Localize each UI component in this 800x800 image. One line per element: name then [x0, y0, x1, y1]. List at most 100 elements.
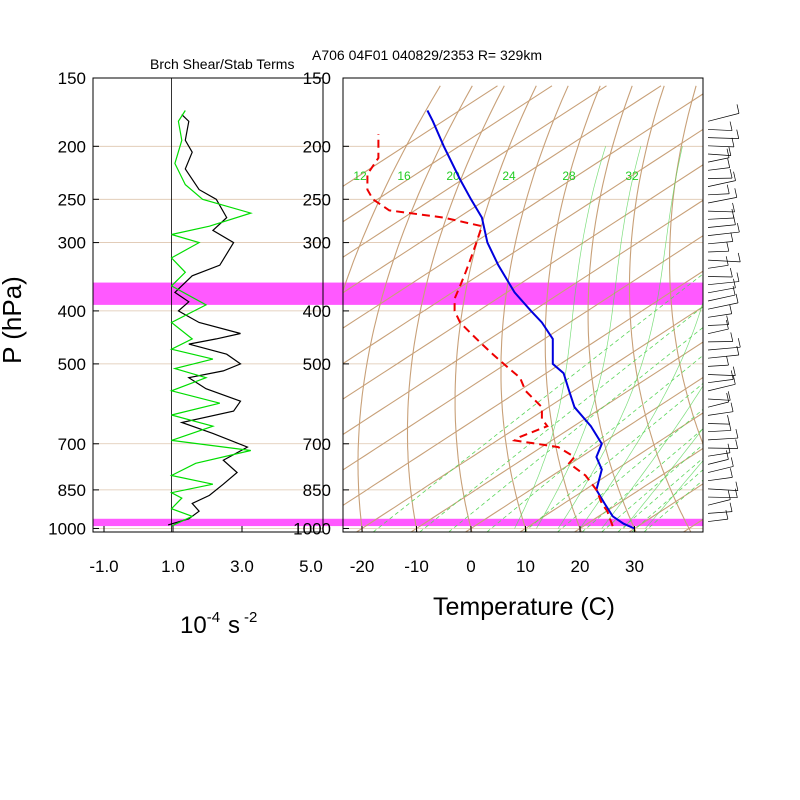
mixing-ratio-label: 28 [562, 169, 576, 183]
left-y-tick-label: 500 [58, 355, 86, 374]
left-panel-grid [93, 77, 323, 532]
wind-barb-flag [737, 338, 741, 348]
mixing-ratio-label: 32 [625, 169, 639, 183]
wind-barb-shaft [707, 379, 734, 384]
wind-barb-flag [726, 450, 729, 460]
wind-barb-flag [729, 304, 733, 314]
wind-barb-shaft [707, 294, 736, 302]
left-xlabel-base: 10 [180, 612, 207, 639]
moist-adiabat-line [601, 385, 703, 529]
wind-barb-shaft [707, 496, 738, 499]
wind-barb-flag [728, 146, 732, 156]
wind-barb-flag [730, 267, 733, 278]
wind-barb-shaft [707, 477, 733, 482]
left-series-black [167, 114, 249, 526]
mixing-ratio-line [372, 273, 703, 532]
moist-adiabat-line [557, 146, 683, 529]
wind-barb-flag [733, 278, 736, 288]
wind-barb-flag [726, 242, 730, 252]
left-x-tick-label: 5.0 [299, 557, 323, 576]
skewt-x-tick-label: -10 [404, 557, 429, 576]
left-x-tick-label: 3.0 [230, 557, 254, 576]
left-y-tick-label: 1000 [48, 519, 86, 538]
wind-barb-flag [737, 252, 741, 262]
wind-barb-shaft [707, 499, 731, 506]
left-y-tick-label: 200 [58, 137, 86, 156]
wind-barb-shaft [707, 259, 741, 263]
wind-barb-shaft [707, 231, 740, 236]
mixing-ratio-line [643, 479, 703, 532]
wind-barb-shaft [707, 276, 733, 278]
wind-barb-flag [726, 319, 729, 330]
wind-barb-shaft [707, 354, 739, 359]
isotherm-line [465, 376, 703, 532]
wind-barb-flag [735, 439, 739, 449]
left-series-green [169, 110, 253, 527]
mixing-ratio-line [581, 428, 703, 532]
wind-barb-flag [733, 215, 736, 225]
skewt-x-tick-label: 20 [571, 557, 590, 576]
isotherm-line [343, 235, 703, 471]
left-xlabel-exp1: -4 [207, 609, 220, 626]
wind-barb-flag [731, 137, 735, 147]
skewt-frame [342, 77, 704, 533]
moist-adiabat-line [514, 146, 606, 529]
wind-barb-flag [728, 421, 732, 431]
isotherm-line [343, 270, 703, 507]
wind-barb-flag [730, 402, 734, 412]
skewt-y-tick-label: 1000 [293, 519, 331, 538]
wind-barb-shaft [707, 217, 734, 220]
left-y-tick-label: 150 [58, 69, 86, 88]
mixing-ratio-line [601, 444, 703, 532]
skewt-title: A706 04F01 040829/2353 R= 329km [312, 47, 542, 63]
wind-barb-shaft [707, 145, 734, 148]
wind-barb-flag [735, 481, 739, 491]
left-x-axis-label: 10-4 s -2 [180, 609, 257, 639]
dry-adiabat-line [669, 85, 703, 446]
wind-barb-shaft [707, 224, 736, 228]
skewt-x-tick-label: 0 [466, 557, 475, 576]
wind-barb-shaft [707, 466, 734, 473]
wind-barb-flag [732, 366, 736, 376]
dry-adiabat-line [587, 85, 637, 532]
wind-barb-shaft [707, 264, 729, 269]
isotherm-line [738, 86, 800, 532]
frames [92, 77, 704, 533]
wind-barb-shaft [707, 437, 738, 441]
skewt-y-tick-label: 300 [303, 234, 331, 253]
wind-barb-shaft [707, 488, 738, 491]
isotherm-line [410, 341, 703, 532]
wind-barb-flag [737, 223, 740, 233]
mixing-ratio-line [486, 354, 703, 532]
wind-barb-flag [730, 370, 734, 380]
wind-barb-flag [726, 148, 730, 158]
wind-barb-shaft [707, 129, 733, 131]
isotherm-line [343, 93, 703, 329]
wind-barb-shaft [707, 452, 731, 457]
isotherm-line [574, 447, 703, 532]
mixing-ratio-line [557, 408, 703, 532]
left-panel-series [167, 110, 253, 527]
wind-barb-flag [736, 272, 740, 282]
isotherm-line [343, 164, 703, 400]
dry-adiabat-line [746, 86, 800, 532]
isotherm-line [343, 128, 703, 365]
right-x-axis-label: Temperature (C) [433, 593, 615, 621]
wind-barb-flag [734, 488, 738, 498]
dry-adiabat-line [406, 85, 505, 532]
wind-barb-flag [730, 332, 734, 342]
mixing-ratio-line [617, 457, 703, 532]
wind-barb-shaft [707, 398, 731, 401]
dry-adiabat-line [544, 85, 601, 532]
wind-barb-flag [735, 293, 739, 303]
wind-barb-flag [729, 121, 733, 131]
wind-barb-flag [736, 104, 740, 114]
dry-adiabat-line [357, 85, 473, 532]
wind-barb-flag [733, 171, 736, 181]
wind-barb-shaft [707, 401, 729, 408]
wind-barb-flag [729, 502, 733, 512]
left-y-tick-label: 700 [58, 435, 86, 454]
wind-barb-flag [729, 169, 733, 179]
wind-barb-shaft [707, 153, 731, 156]
